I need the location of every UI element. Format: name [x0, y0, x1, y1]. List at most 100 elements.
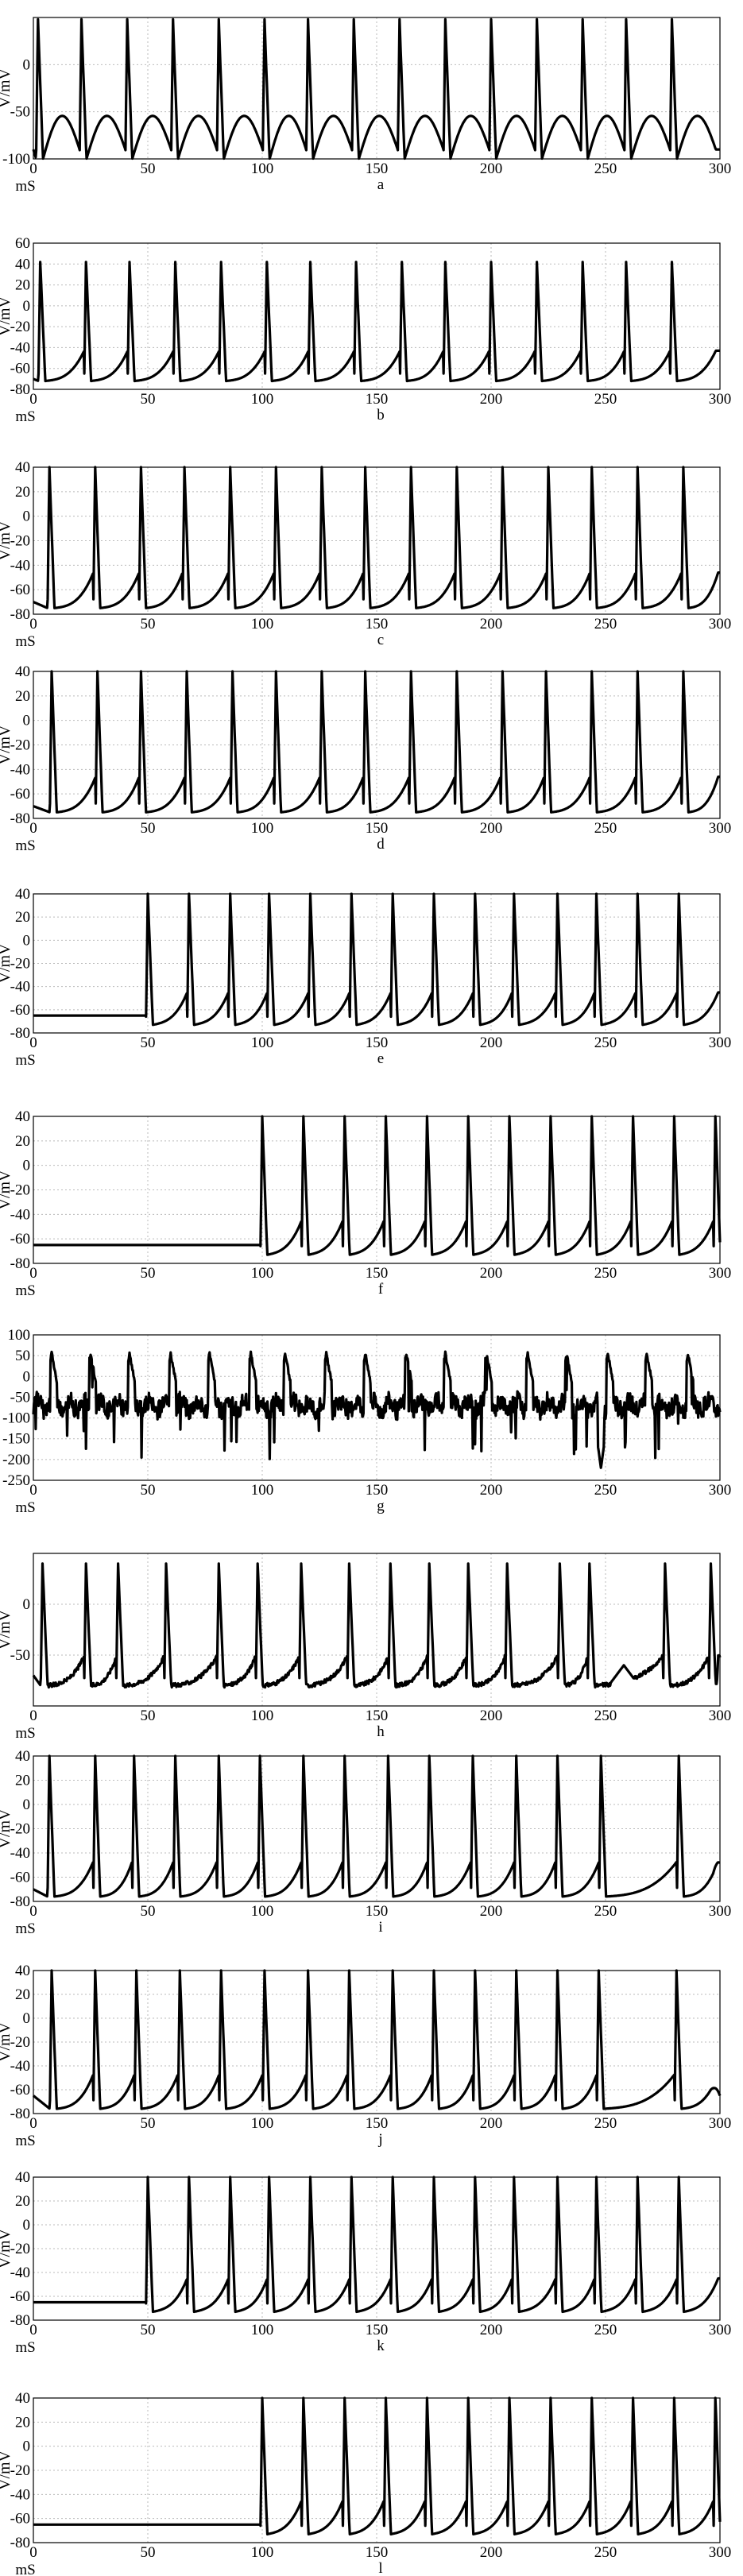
y-tick-label: 20: [15, 1133, 30, 1150]
y-tick-label: -250: [2, 1472, 30, 1489]
y-tick-label: 0: [23, 932, 31, 949]
x-tick-label: 100: [251, 1482, 274, 1499]
x-tick-label: 150: [366, 161, 389, 177]
y-tick-label: 20: [15, 1773, 30, 1789]
x-unit-label: mS: [15, 1725, 35, 1742]
y-tick-label: 20: [15, 484, 30, 501]
y-tick-label: -20: [10, 2034, 30, 2051]
x-tick-label: 0: [29, 2115, 37, 2132]
voltage-trace: [33, 261, 721, 383]
x-tick-label: 50: [141, 1035, 156, 1051]
y-axis-label: V/mV: [0, 296, 14, 336]
y-tick-label: -80: [10, 1255, 30, 1272]
x-tick-label: 0: [29, 391, 37, 408]
x-tick-label: 100: [251, 1265, 274, 1282]
voltage-trace: [32, 1562, 722, 1689]
panel-label: l: [378, 2560, 382, 2576]
y-tick-label: 20: [15, 2414, 30, 2431]
x-tick-label: 300: [709, 1035, 732, 1051]
y-tick-label: -60: [10, 2288, 30, 2305]
y-tick-label: 40: [15, 886, 30, 903]
y-tick-label: -60: [10, 1231, 30, 1247]
panel-label: j: [377, 2131, 382, 2148]
y-tick-label: 40: [15, 1748, 30, 1765]
y-tick-label: -20: [10, 2462, 30, 2479]
panel-g: 0 50 100 150 200 250 300 -250 -200 -150 -100 -50 0 50…: [2, 1327, 731, 1516]
x-tick-label: 300: [709, 2544, 732, 2561]
x-tick-label: 250: [594, 2544, 617, 2561]
y-axis-label: V/mV: [0, 520, 14, 561]
y-tick-label: 40: [15, 2390, 30, 2407]
x-tick-label: 300: [709, 161, 732, 177]
y-tick-label: -20: [10, 2241, 30, 2257]
y-tick-label: 0: [23, 56, 31, 73]
x-tick-label: 300: [709, 2115, 732, 2132]
x-unit-label: mS: [15, 633, 35, 650]
voltage-trace: [33, 1115, 722, 1256]
y-tick-label: 0: [23, 2439, 31, 2455]
y-tick-label: -60: [10, 2082, 30, 2098]
x-tick-label: 0: [29, 1035, 37, 1051]
x-unit-label: mS: [15, 1282, 35, 1299]
y-tick-label: 0: [23, 1797, 31, 1813]
y-tick-label: -50: [10, 1389, 30, 1406]
voltage-trace: [33, 670, 721, 814]
x-unit-label: mS: [15, 1499, 35, 1516]
y-tick-label: -40: [10, 557, 30, 574]
y-tick-label: -40: [10, 2058, 30, 2075]
y-tick-label: -50: [10, 104, 30, 121]
x-tick-label: 300: [709, 1903, 732, 1920]
x-tick-label: 200: [480, 2322, 503, 2338]
x-unit-label: mS: [15, 408, 35, 425]
y-tick-label: -80: [10, 1893, 30, 1910]
y-tick-label: 0: [23, 298, 31, 315]
x-tick-label: 100: [251, 2544, 274, 2561]
y-tick-label: 0: [23, 2217, 31, 2234]
x-unit-label: mS: [15, 2339, 35, 2356]
y-tick-label: 0: [23, 1158, 31, 1174]
y-tick-label: -20: [10, 533, 30, 550]
y-tick-label: -40: [10, 979, 30, 996]
x-tick-label: 0: [29, 2322, 37, 2338]
y-tick-label: -40: [10, 1845, 30, 1862]
y-tick-label: 20: [15, 688, 30, 705]
voltage-trace: [33, 466, 721, 609]
y-axis-label: V/mV: [0, 1170, 14, 1210]
plot-frame: [33, 893, 721, 1034]
x-tick-label: 250: [594, 161, 617, 177]
x-tick-label: 300: [709, 616, 732, 632]
x-tick-label: 150: [366, 2322, 389, 2338]
y-tick-label: -80: [10, 2535, 30, 2551]
x-tick-label: 100: [251, 1708, 274, 1724]
x-tick-label: 50: [141, 2115, 156, 2132]
x-tick-label: 200: [480, 1265, 503, 1282]
y-tick-label: -100: [2, 1410, 30, 1427]
y-tick-label: -40: [10, 339, 30, 356]
x-tick-label: 300: [709, 820, 732, 837]
y-tick-label: -20: [10, 737, 30, 754]
x-tick-label: 50: [141, 391, 156, 408]
y-tick-label: -50: [10, 1647, 30, 1664]
x-tick-label: 50: [141, 1708, 156, 1724]
panel-label: f: [378, 1281, 384, 1298]
panel-label: d: [377, 836, 385, 853]
x-tick-label: 300: [709, 1482, 732, 1499]
x-unit-label: mS: [15, 1920, 35, 1937]
y-axis-label: V/mV: [0, 68, 14, 108]
x-tick-label: 300: [709, 1265, 732, 1282]
x-tick-label: 250: [594, 2115, 617, 2132]
y-tick-label: 20: [15, 277, 30, 294]
y-tick-label: 40: [15, 2169, 30, 2186]
y-axis-label: V/mV: [0, 1609, 14, 1650]
x-tick-label: 300: [709, 2322, 732, 2338]
plot-frame: [33, 1116, 721, 1264]
x-tick-label: 200: [480, 2115, 503, 2132]
x-tick-label: 200: [480, 616, 503, 632]
x-tick-label: 150: [366, 2115, 389, 2132]
y-tick-label: -20: [10, 956, 30, 973]
x-tick-label: 250: [594, 1482, 617, 1499]
x-tick-label: 0: [29, 820, 37, 837]
x-tick-label: 300: [709, 1708, 732, 1724]
x-tick-label: 100: [251, 820, 274, 837]
plot-frame: [33, 671, 721, 819]
